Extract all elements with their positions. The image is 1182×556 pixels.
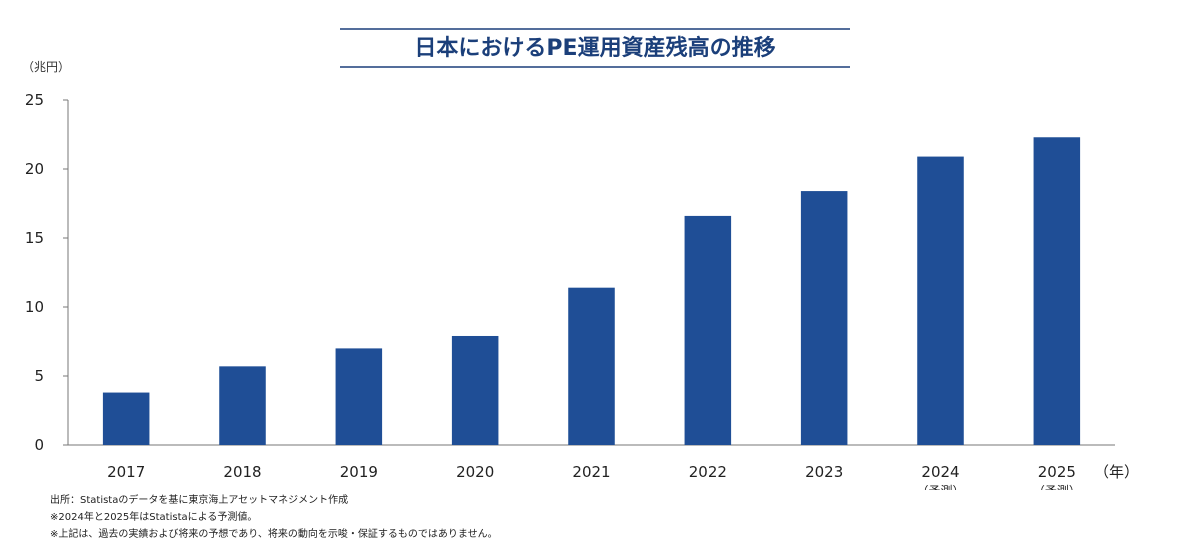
bar-2020 — [451, 335, 499, 445]
source-note: 出所：Statistaのデータを基に東京海上アセットマネジメント作成 — [50, 495, 349, 506]
bar-2022 — [684, 215, 732, 445]
y-tick-label: 20 — [25, 160, 44, 178]
forecast-label: （予測） — [916, 484, 964, 490]
x-tick-label: 2020 — [456, 463, 494, 481]
y-tick-label: 0 — [34, 436, 44, 454]
x-tick-label: 2025 — [1038, 463, 1076, 481]
disclaimer-note: ※上記は、過去の実績および将来の予想であり、将来の動向を示唆・保証するものではあ… — [50, 529, 498, 540]
x-tick-label: 2018 — [223, 463, 261, 481]
x-tick-label: 2024 — [921, 463, 959, 481]
y-axis-unit: （兆円） — [22, 60, 70, 74]
x-tick-label: 2019 — [340, 463, 378, 481]
bar-2019 — [335, 348, 383, 445]
x-tick-label: 2017 — [107, 463, 145, 481]
x-axis-unit: （年） — [1094, 463, 1139, 481]
bar-2017 — [102, 392, 150, 445]
forecast-label: （予測） — [1033, 484, 1081, 490]
footnotes: 出所：Statistaのデータを基に東京海上アセットマネジメント作成 ※2024… — [50, 492, 498, 543]
y-tick-label: 25 — [25, 91, 44, 109]
x-tick-label: 2022 — [689, 463, 727, 481]
y-tick-label: 15 — [25, 229, 44, 247]
bar-2018 — [219, 366, 266, 445]
bar-2025 — [1033, 137, 1081, 445]
x-tick-label: 2023 — [805, 463, 843, 481]
bars — [102, 137, 1081, 445]
bar-2024 — [917, 156, 964, 445]
bar-2023 — [800, 191, 848, 445]
bar-2021 — [568, 287, 615, 445]
x-axis-labels: 2017 2018 2019 2020 2021 2022 2023 2024 （予測） 2025… — [107, 463, 1081, 490]
chart-title: 日本におけるPE運用資産残高の推移 — [414, 35, 775, 61]
y-tick-label: 5 — [34, 367, 44, 385]
y-tick-label: 10 — [25, 298, 44, 316]
x-tick-label: 2021 — [572, 463, 610, 481]
forecast-note: ※2024年と2025年はStatistaによる予測値。 — [50, 512, 258, 523]
